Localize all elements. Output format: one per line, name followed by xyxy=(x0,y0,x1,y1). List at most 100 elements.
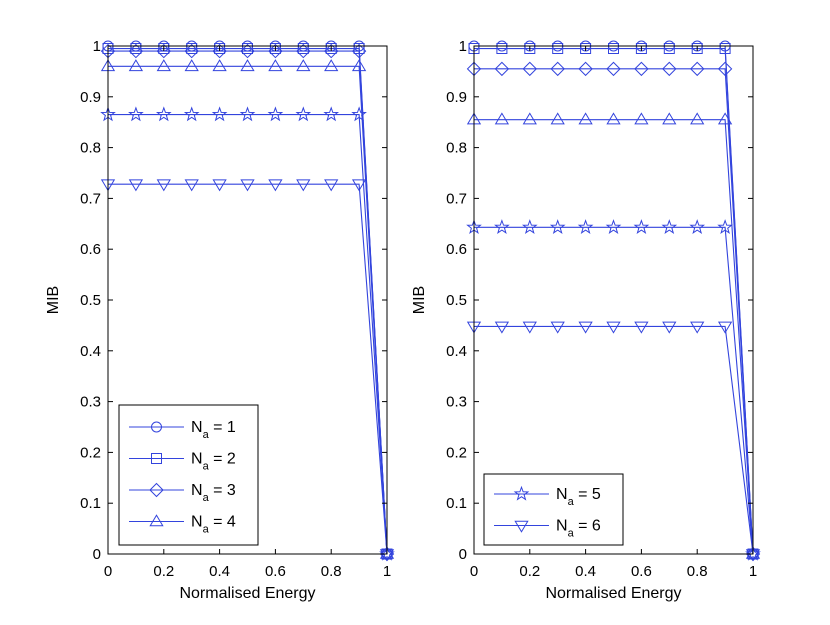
point-4-2 xyxy=(521,219,538,235)
point-3-4 xyxy=(578,112,593,125)
point-4-5 xyxy=(239,106,256,122)
x-tick-label: 0.2 xyxy=(519,563,540,580)
legend-label-value: = 4 xyxy=(209,514,236,531)
legend: Na = 1Na = 2Na = 3Na = 4 xyxy=(118,404,259,546)
y-tick-label: 0.6 xyxy=(446,241,467,258)
x-tick-label: 0.4 xyxy=(209,563,230,580)
y-tick-label: 0.6 xyxy=(80,241,101,258)
legend-box xyxy=(483,473,624,546)
point-4-4 xyxy=(577,219,594,235)
point-4-2 xyxy=(155,106,172,122)
x-tick-label: 0.8 xyxy=(321,563,342,580)
point-3-8 xyxy=(324,59,339,72)
left-chart-panel: 0 0.2 0.4 0.6 0.8 1 0 0.1 0.2 0.3 0.4 0.5 0.6 0.7 0.8 0… xyxy=(45,38,395,602)
point-3-1 xyxy=(494,112,510,125)
point-5-3 xyxy=(184,179,199,192)
point-5-5 xyxy=(240,179,255,192)
series-line-4 xyxy=(474,226,754,555)
x-tick-label: 0.6 xyxy=(265,563,286,580)
x-axis-label: Normalised Energy xyxy=(179,585,315,602)
point-1-6 xyxy=(635,43,647,55)
y-axis-label: MIB xyxy=(45,286,62,314)
y-tick-label: 1 xyxy=(459,38,467,55)
legend-label-4: Na = 5 xyxy=(556,486,601,508)
point-4-9 xyxy=(717,219,733,235)
point-4-3 xyxy=(183,106,200,122)
legend-box xyxy=(118,404,259,546)
y-tick-label: 0.1 xyxy=(446,495,467,512)
point-4-7 xyxy=(661,219,678,235)
point-1-1 xyxy=(496,43,508,55)
legend-label-value: = 2 xyxy=(209,451,236,468)
y-tick-label: 0.8 xyxy=(80,140,101,157)
y-tick-label: 0 xyxy=(459,546,467,563)
point-3-2 xyxy=(522,112,537,125)
legend-marker-0 xyxy=(151,421,162,433)
point-2-7 xyxy=(662,61,677,77)
point-1-2 xyxy=(524,43,536,55)
legend-label-3: Na = 4 xyxy=(191,514,236,536)
y-axis-label: MIB xyxy=(411,286,428,314)
x-tick-label: 1 xyxy=(749,563,757,580)
series-line-5 xyxy=(108,183,388,555)
y-tick-label: 0.1 xyxy=(80,495,101,512)
point-5-6 xyxy=(268,179,283,192)
point-5-6 xyxy=(634,321,649,334)
y-tick-label: 0 xyxy=(93,546,101,563)
point-2-1 xyxy=(494,61,510,77)
point-5-9 xyxy=(351,179,367,192)
series-line-2 xyxy=(474,68,754,555)
point-4-8 xyxy=(323,106,340,122)
point-3-6 xyxy=(634,112,649,125)
point-5-3 xyxy=(550,321,565,334)
point-4-7 xyxy=(295,106,312,122)
series-line-4 xyxy=(108,114,388,555)
point-5-2 xyxy=(156,179,171,192)
y-tick-label: 0.3 xyxy=(446,394,467,411)
point-1-8 xyxy=(691,43,703,55)
legend-label-value: = 1 xyxy=(209,419,236,436)
y-tick-label: 0.5 xyxy=(80,292,101,309)
x-tick-label: 0.2 xyxy=(153,563,174,580)
point-3-1 xyxy=(128,59,144,72)
y-tick-label: 1 xyxy=(93,38,101,55)
legend-label-sub: a xyxy=(568,528,575,540)
point-5-7 xyxy=(662,321,677,334)
legend-marker-5 xyxy=(514,520,529,533)
point-2-3 xyxy=(550,61,565,77)
y-tick-label: 0.7 xyxy=(80,190,101,207)
legend-label-value: = 3 xyxy=(209,482,236,499)
point-2-1 xyxy=(128,43,144,59)
x-axis-label: Normalised Energy xyxy=(545,585,681,602)
x-tick-label: 0 xyxy=(104,563,112,580)
point-2-2 xyxy=(522,61,538,77)
point-3-4 xyxy=(212,59,227,72)
series-line-2 xyxy=(108,50,388,555)
point-3-9 xyxy=(351,59,367,72)
legend-label-0: Na = 1 xyxy=(191,419,236,441)
point-3-7 xyxy=(662,112,677,125)
point-2-5 xyxy=(606,61,621,77)
series-line-5 xyxy=(474,325,754,555)
legend-label-base: N xyxy=(556,486,568,503)
legend-label-sub: a xyxy=(203,492,210,504)
point-1-9 xyxy=(719,43,731,55)
legend-marker-3 xyxy=(149,514,164,527)
point-1-3 xyxy=(552,43,564,55)
legend-label-1: Na = 2 xyxy=(191,451,236,473)
point-5-8 xyxy=(690,321,705,334)
legend-marker-1 xyxy=(151,453,162,464)
point-5-5 xyxy=(606,321,621,334)
point-3-5 xyxy=(240,59,255,72)
y-tick-label: 0.5 xyxy=(446,292,467,309)
point-5-1 xyxy=(494,321,510,334)
x-tick-label: 0.4 xyxy=(575,563,596,580)
point-3-10 xyxy=(379,546,395,559)
y-tick-label: 0.2 xyxy=(80,444,101,461)
point-4-5 xyxy=(605,219,622,235)
legend-label-value: = 5 xyxy=(574,486,601,503)
point-5-4 xyxy=(212,179,227,192)
point-1-0 xyxy=(468,43,480,55)
point-2-6 xyxy=(268,43,283,59)
point-2-6 xyxy=(634,61,649,77)
